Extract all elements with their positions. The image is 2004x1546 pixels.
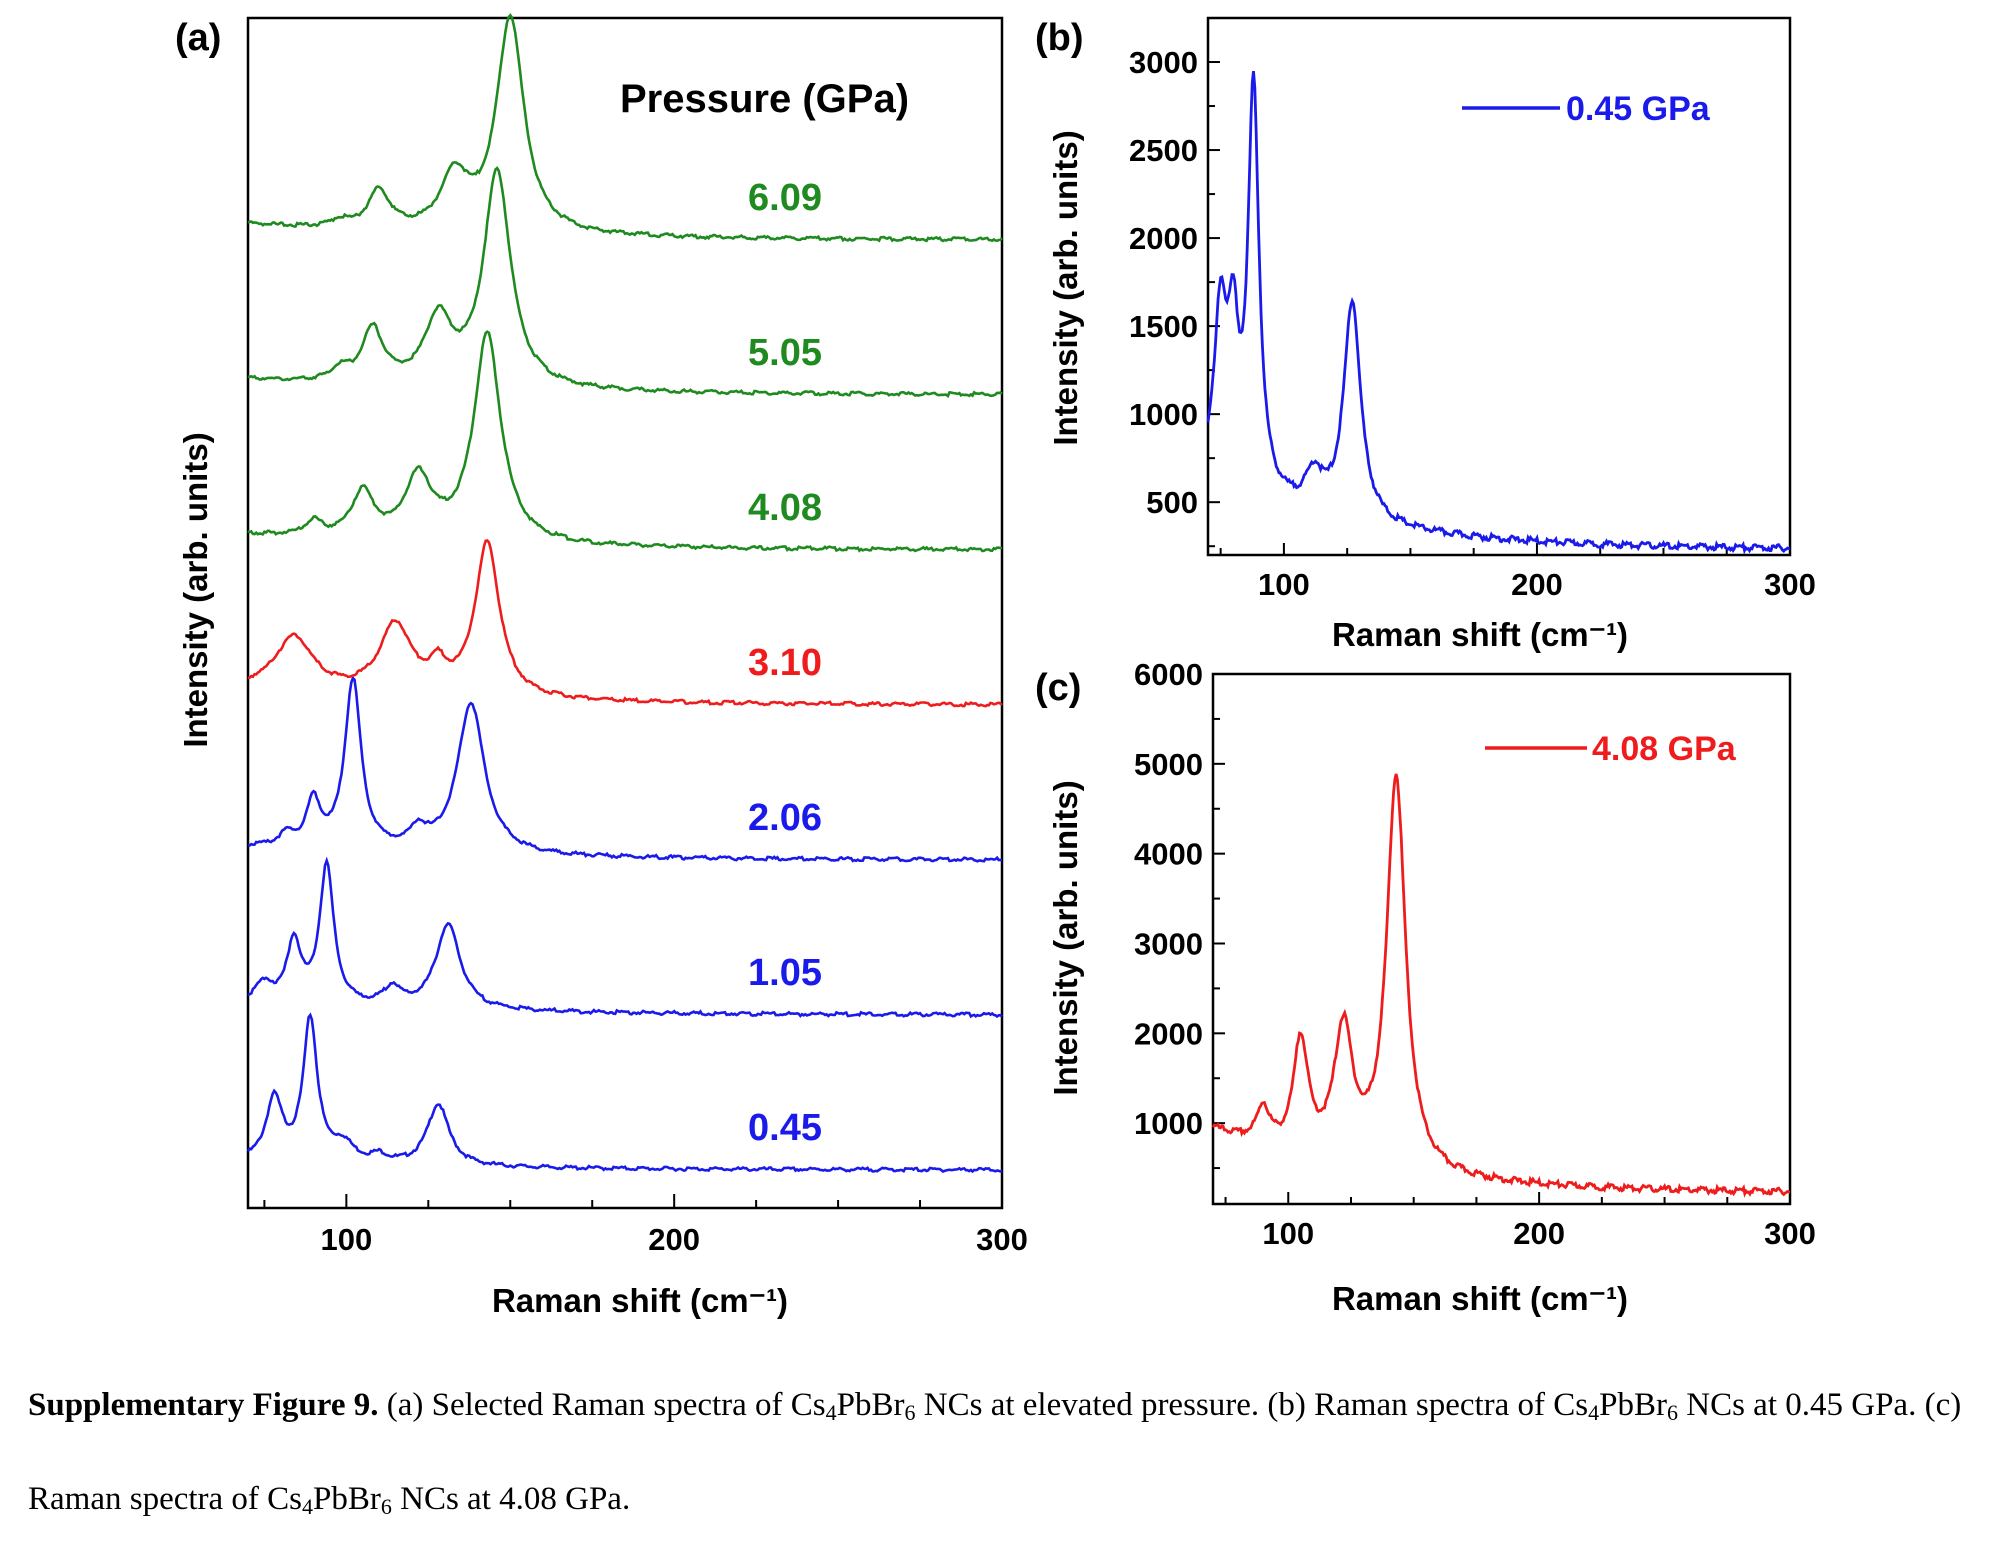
x-tick-label-a: 100 <box>320 1222 372 1257</box>
caption-sub-2: 6 <box>904 1400 916 1425</box>
caption-sub-5: 4 <box>302 1494 314 1519</box>
y-tick-label-b: 2500 <box>1129 133 1198 168</box>
pressure-label-0-45: 0.45 <box>748 1107 822 1149</box>
caption-sub-4: 6 <box>1667 1400 1678 1425</box>
y-tick-label-b: 3000 <box>1129 45 1198 80</box>
x-tick-label-c: 100 <box>1262 1216 1314 1251</box>
legend-text-c: 4.08 GPa <box>1592 730 1737 768</box>
spectrum-line-c <box>1211 773 1791 1198</box>
plot-frame-b <box>1206 16 1792 557</box>
y-axis-label-b: Intensity (arb. units) <box>1047 130 1084 445</box>
pressure-label-1-05: 1.05 <box>748 952 822 994</box>
caption-text-5: NCs at 0.45 GPa. (c) Raman spectra of Cs <box>28 1387 1962 1517</box>
x-tick-label-b: 100 <box>1258 567 1310 602</box>
caption-text-3: NCs at elevated pressure. (b) Raman spec… <box>915 1387 1589 1423</box>
spectra-a <box>246 13 1003 1174</box>
panel-a: (a) 100 200 300 Pressure (GPa) 0.45 1.05 2.0… <box>175 13 1028 1319</box>
y-tick-label-b: 2000 <box>1129 221 1198 256</box>
legend-title-a: Pressure (GPa) <box>620 77 909 121</box>
y-tick-label-c: 3000 <box>1134 926 1203 961</box>
x-axis-label-c: Raman shift (cm⁻¹) <box>1332 1280 1628 1317</box>
ticks-b: 100 200 300 500 1000 1500 2000 2500 3000 <box>1129 17 1816 602</box>
plot-frame-a <box>246 16 1004 1210</box>
spectrum-line-5-05 <box>247 166 1003 399</box>
spectrum-line-3-10 <box>247 539 1003 708</box>
x-tick-label-b: 300 <box>1764 567 1816 602</box>
x-tick-label-a: 200 <box>648 1222 700 1257</box>
pressure-label-5-05: 5.05 <box>748 332 822 374</box>
spectrum-c <box>1211 773 1791 1198</box>
caption-text-2: PbBr <box>836 1387 905 1423</box>
y-tick-label-b: 1000 <box>1129 397 1198 432</box>
plot-frame-c <box>1211 672 1792 1206</box>
spectrum-line-0-45 <box>246 1012 1003 1174</box>
figure-caption: Supplementary Figure 9. (a) Selected Ram… <box>28 1358 1978 1546</box>
legend-text-b: 0.45 GPa <box>1566 90 1711 128</box>
caption-text-7: NCs at 4.08 GPa. <box>391 1481 631 1517</box>
x-ticks-a: 100 200 300 <box>263 1194 1028 1257</box>
pressure-label-4-08: 4.08 <box>748 487 822 529</box>
ticks-c: 100 200 300 1000 2000 3000 4000 5000 6000 <box>1134 657 1816 1251</box>
panel-b: (b) 100 200 300 500 1000 1500 2000 2500 3000 0.4… <box>1035 16 1816 653</box>
y-tick-label-c: 6000 <box>1134 657 1203 692</box>
spectrum-line-1-05 <box>247 856 1003 1019</box>
y-tick-label-b: 1500 <box>1129 309 1198 344</box>
caption-sub-3: 4 <box>1588 1400 1600 1425</box>
panel-label-a: (a) <box>175 17 221 59</box>
caption-text-1: (a) Selected Raman spectra of Cs <box>386 1387 826 1423</box>
caption-label: Supplementary Figure 9. <box>28 1387 379 1423</box>
figure: (a) 100 200 300 Pressure (GPa) 0.45 1.05 2.0… <box>175 13 1816 1319</box>
pressure-label-3-10: 3.10 <box>748 642 822 684</box>
spectrum-line-6-09 <box>247 13 1003 243</box>
panel-c: (c) 100 200 300 1000 2000 3000 4000 5000 6000 4.… <box>1035 657 1816 1317</box>
spectrum-b <box>1206 70 1791 555</box>
x-tick-label-a: 300 <box>976 1222 1028 1257</box>
caption-text-6: PbBr <box>313 1481 381 1517</box>
x-axis-label-b: Raman shift (cm⁻¹) <box>1332 616 1628 653</box>
spectrum-line-b <box>1206 70 1791 555</box>
caption-text-4: PbBr <box>1599 1387 1667 1423</box>
spectrum-line-4-08 <box>247 330 1003 553</box>
y-tick-label-c: 1000 <box>1134 1106 1203 1141</box>
caption-sub-1: 4 <box>825 1400 837 1425</box>
x-tick-label-b: 200 <box>1511 567 1563 602</box>
pressure-label-2-06: 2.06 <box>748 797 822 839</box>
x-tick-label-c: 300 <box>1764 1216 1816 1251</box>
y-axis-label-a: Intensity (arb. units) <box>177 432 214 747</box>
pressure-labels-a: 0.45 1.05 2.06 3.10 4.08 5.05 6.09 <box>748 177 822 1149</box>
y-tick-label-c: 5000 <box>1134 747 1203 782</box>
panel-label-b: (b) <box>1035 17 1084 59</box>
x-tick-label-c: 200 <box>1513 1216 1565 1251</box>
x-axis-label-a: Raman shift (cm⁻¹) <box>492 1282 788 1319</box>
caption-sub-6: 6 <box>380 1494 392 1519</box>
y-tick-label-c: 2000 <box>1134 1016 1203 1051</box>
spectrum-line-2-06 <box>247 675 1003 863</box>
y-tick-label-b: 500 <box>1146 485 1198 520</box>
y-tick-label-c: 4000 <box>1134 837 1203 872</box>
y-axis-label-c: Intensity (arb. units) <box>1047 780 1084 1095</box>
panel-label-c: (c) <box>1035 667 1081 709</box>
pressure-label-6-09: 6.09 <box>748 177 822 219</box>
